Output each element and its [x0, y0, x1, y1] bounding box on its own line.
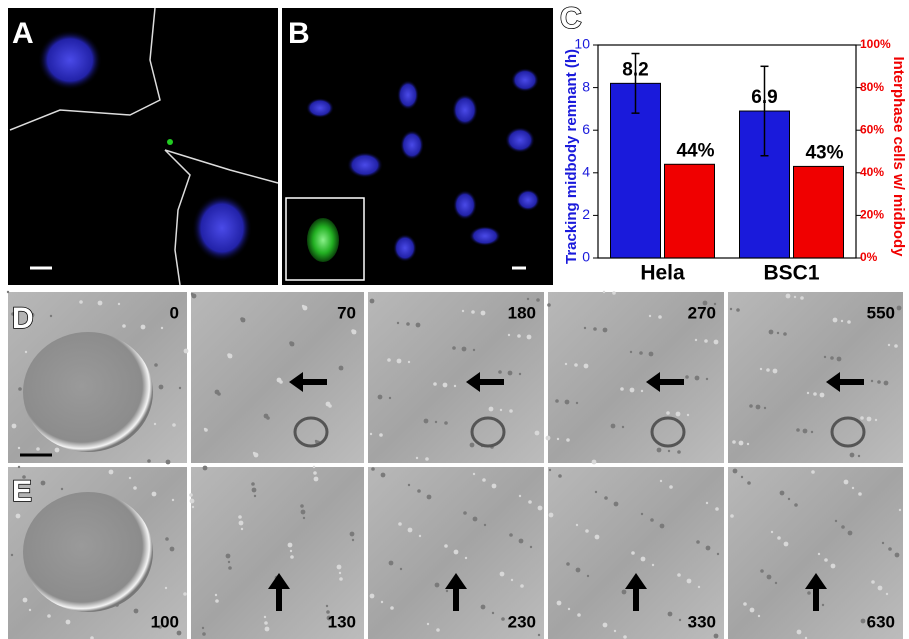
y-tick-label: 0 [582, 249, 590, 265]
figure: 02468100%20%40%60%80%100%Hela8.244%BSC16… [0, 0, 909, 639]
y2-tick-label: 0% [860, 250, 878, 264]
panel-label: C [560, 2, 582, 35]
y2-tick-label: 80% [860, 80, 884, 94]
y2-tick-label: 100% [860, 37, 891, 51]
dic-frame: 70 [191, 292, 364, 463]
bar [794, 166, 844, 258]
time-label: 630 [867, 612, 895, 631]
time-lapse: 0 70 180 270 550 100 130 230 330 630 [7, 291, 903, 639]
panel-label: D [12, 302, 34, 335]
bar [665, 164, 715, 258]
y-tick-label: 2 [582, 206, 590, 222]
dic-frame: 100 [8, 466, 187, 639]
time-label: 180 [508, 303, 536, 322]
y2-axis-label: Interphase cells w/ midbody [890, 56, 907, 257]
value-label: 8.2 [622, 59, 648, 80]
x-tick-label: BSC1 [763, 262, 819, 285]
y-axis-label: Tracking midbody remnant (h) [563, 49, 580, 264]
time-label: 330 [688, 612, 716, 631]
time-label: 270 [688, 303, 716, 322]
x-tick-label: Hela [640, 262, 685, 285]
y2-tick-label: 60% [860, 122, 884, 136]
value-label: 44% [676, 140, 714, 161]
panel-label: E [12, 475, 32, 508]
y2-tick-label: 40% [860, 165, 884, 179]
dic-frame: 230 [368, 467, 544, 639]
dic-frame: 630 [728, 467, 903, 639]
dic-frame: 0 [7, 291, 189, 465]
dic-frame: 270 [546, 291, 724, 465]
time-label: 550 [867, 303, 895, 322]
panel-b-image [282, 8, 553, 285]
value-label: 43% [805, 142, 843, 163]
value-label: 6.9 [751, 87, 777, 108]
dic-frame: 180 [368, 292, 544, 463]
time-label: 70 [337, 303, 356, 322]
y2-tick-label: 20% [860, 208, 884, 222]
panel-label: A [12, 17, 34, 50]
y-tick-label: 4 [582, 164, 590, 180]
time-label: 0 [170, 303, 179, 322]
time-label: 100 [151, 612, 179, 631]
page: {"panel_labels": ["A", "B", "C", "D", "E… [0, 0, 909, 639]
y-tick-label: 8 [582, 78, 590, 94]
y-tick-label: 6 [582, 121, 590, 137]
time-label: 130 [328, 612, 356, 631]
dic-frame: 330 [548, 467, 724, 639]
panel-label: B [288, 17, 310, 50]
chart: 02468100%20%40%60%80%100%Hela8.244%BSC16… [560, 8, 909, 290]
dic-frame: 130 [189, 466, 364, 639]
panel-a-image [8, 8, 278, 285]
time-label: 230 [508, 612, 536, 631]
dic-frame: 550 [728, 292, 903, 463]
